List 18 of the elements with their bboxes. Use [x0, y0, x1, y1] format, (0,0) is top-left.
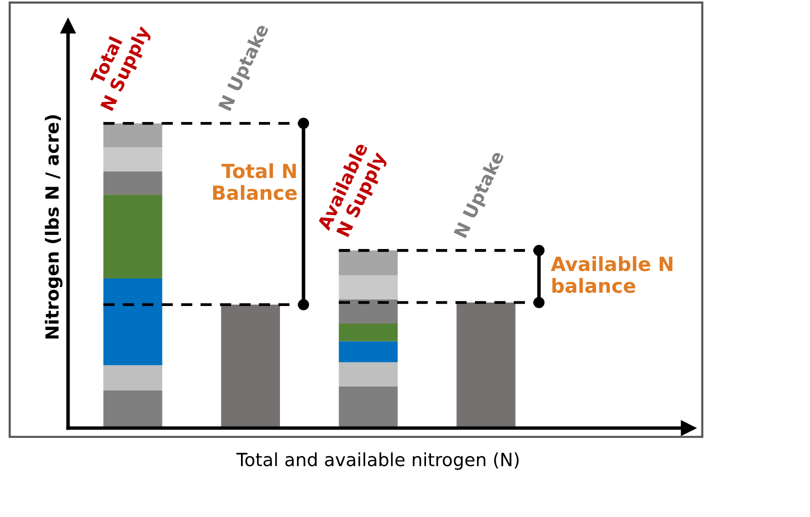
x-axis-title: Total and available nitrogen (N) — [236, 452, 519, 470]
bar — [338, 275, 398, 300]
y-axis-title: Nitrogen (lbs N / acre) — [44, 115, 62, 339]
text: Available N balance — [550, 256, 672, 294]
bar — [103, 123, 162, 148]
bar — [338, 299, 398, 324]
bar — [338, 324, 398, 342]
bar — [103, 278, 162, 366]
bar — [103, 172, 162, 195]
bar — [338, 341, 398, 362]
bar — [338, 250, 398, 276]
bar — [103, 194, 162, 278]
bar — [103, 365, 162, 390]
bar — [456, 302, 516, 428]
annotation: Total N Balance — [213, 163, 297, 200]
bar — [103, 147, 162, 172]
bar — [338, 362, 398, 386]
bar — [221, 304, 280, 428]
